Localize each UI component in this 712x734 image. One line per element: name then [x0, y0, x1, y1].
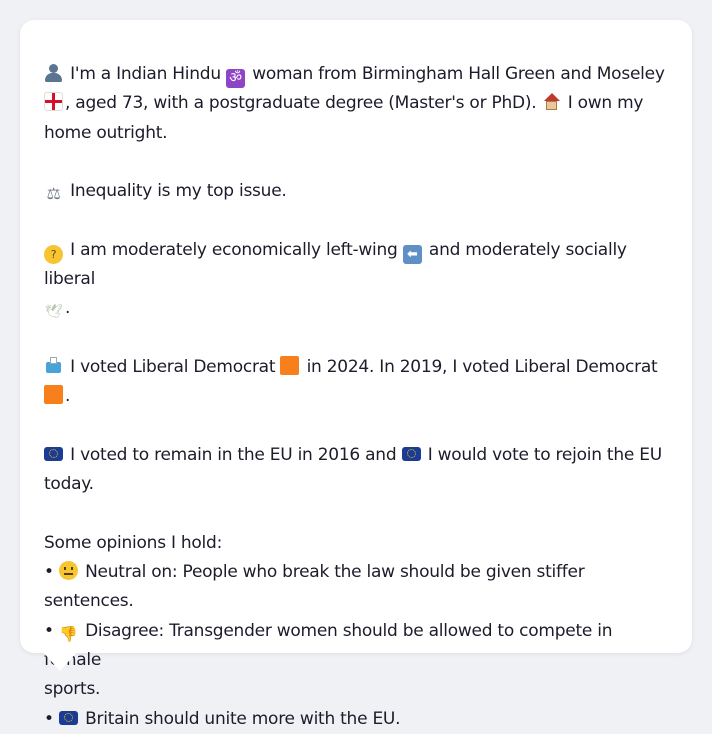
intro-text-c: , aged 73, with a postgraduate degree (M… — [65, 93, 537, 114]
intro-text-b: woman from Birmingham Hall Green and Mos… — [252, 64, 665, 84]
votes-line-1: I voted Liberal Democrat in 2024. In 201… — [44, 353, 668, 382]
ideology-text-b: and moderately socially liberal — [44, 239, 627, 290]
top-issue-text: Inequality is my top issue. — [70, 181, 287, 202]
orange-square-icon — [44, 385, 63, 405]
top-issue: ⚖ Inequality is my top issue. — [44, 177, 668, 206]
orange-square-icon — [280, 355, 300, 375]
eu-line-1: I voted to remain in the EU in 2016 and … — [44, 441, 668, 470]
ballot-box-icon — [44, 356, 63, 375]
intro-line-3: home outright. — [44, 119, 668, 148]
intro-line-2: , aged 73, with a postgraduate degree (M… — [44, 89, 668, 118]
votes-line-2: . — [44, 382, 668, 411]
opinion-text: Neutral on: People who break the law sho… — [44, 562, 585, 612]
opinion-item-continued: sports. — [44, 675, 668, 704]
eu-flag-icon — [401, 446, 421, 461]
intro-line-1: I'm a Indian Hindu ॐ woman from Birmingh… — [44, 60, 668, 89]
profile-intro: I'm a Indian Hindu ॐ woman from Birmingh… — [44, 60, 668, 148]
eu-stance: I voted to remain in the EU in 2016 and … — [44, 441, 668, 500]
opinion-item: • Britain should unite more with the EU. — [44, 705, 668, 734]
opinion-text: Disagree: Transgender women should be al… — [44, 620, 613, 670]
ideology-text-c: . — [65, 298, 71, 319]
top-issue-line: ⚖ Inequality is my top issue. — [44, 177, 668, 206]
scales-icon: ⚖ — [46, 184, 61, 204]
message-bubble: I'm a Indian Hindu ॐ woman from Birmingh… — [20, 20, 692, 729]
opinion-text-cont: sports. — [44, 679, 101, 700]
intro-text-e: home outright. — [44, 122, 168, 143]
bubble-tail — [42, 651, 78, 671]
voting-history: I voted Liberal Democrat in 2024. In 201… — [44, 353, 668, 412]
eu-text-b: I would vote to rejoin the EU — [427, 444, 662, 465]
intro-text-d: I own my — [567, 93, 644, 114]
england-flag-icon — [44, 92, 63, 112]
bullet: • — [44, 708, 54, 729]
om-icon: ॐ — [226, 69, 246, 88]
eu-text-c: today. — [44, 474, 94, 495]
eu-text-a: I voted to remain in the EU in 2016 and — [70, 444, 397, 465]
eu-flag-icon — [44, 446, 63, 461]
neutral-face-icon — [58, 561, 78, 581]
house-icon — [542, 92, 561, 111]
votes-text-b: in 2024. In 2019, I voted Liberal Democr… — [306, 356, 658, 377]
opinion-item: • 👎 Disagree: Transgender women should b… — [44, 617, 668, 676]
votes-text-c: . — [65, 386, 71, 407]
person-icon — [44, 63, 63, 82]
opinions-heading: Some opinions I hold: — [44, 532, 223, 553]
left-arrow-icon: ⬅ — [402, 244, 422, 264]
opinion-item: • Neutral on: People who break the law s… — [44, 558, 668, 617]
dove-icon: 🕊 — [44, 304, 63, 321]
bullet: • — [44, 620, 54, 641]
thinking-face-icon: ? — [44, 244, 63, 264]
ideology: ? I am moderately economically left-wing… — [44, 236, 668, 324]
intro-text-a: I'm a Indian Hindu — [70, 64, 221, 84]
eu-flag-icon — [58, 710, 78, 725]
ideology-line-1: ? I am moderately economically left-wing… — [44, 236, 668, 295]
opinions: Some opinions I hold: • Neutral on: Peop… — [44, 529, 668, 734]
opinion-text: Britain should unite more with the EU. — [85, 708, 401, 729]
bullet: • — [44, 562, 54, 583]
votes-text-a: I voted Liberal Democrat — [70, 356, 276, 377]
eu-line-2: today. — [44, 470, 668, 499]
ideology-line-2: 🕊. — [44, 294, 668, 323]
ideology-text-a: I am moderately economically left-wing — [70, 239, 398, 260]
profile-text: I'm a Indian Hindu ॐ woman from Birmingh… — [44, 60, 668, 734]
thumbs-down-icon: 👎 — [59, 624, 78, 643]
